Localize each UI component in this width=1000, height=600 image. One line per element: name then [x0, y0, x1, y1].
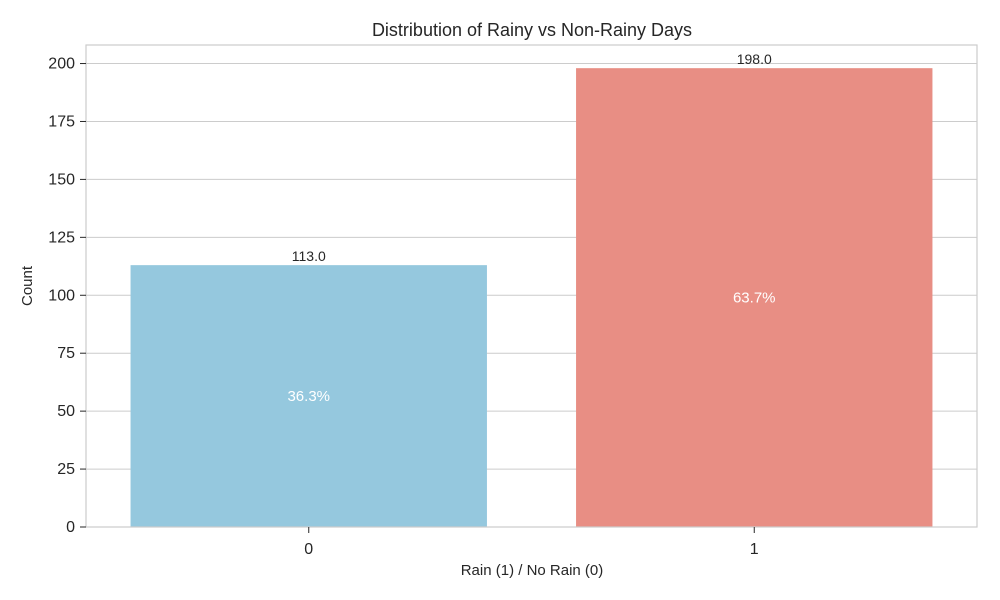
y-axis-label: Count [19, 265, 36, 306]
chart-title: Distribution of Rainy vs Non-Rainy Days [372, 20, 692, 40]
tick-layer: 0 25 50 75 100 125 150 175 200 0 1 [48, 56, 759, 558]
bar-percent-label: 63.7% [733, 290, 776, 307]
y-tick-label: 200 [48, 56, 75, 73]
x-axis-label: Rain (1) / No Rain (0) [461, 562, 604, 579]
x-tick-label: 0 [304, 541, 313, 558]
y-tick-label: 175 [48, 113, 75, 130]
bar-value-label: 113.0 [292, 248, 326, 264]
y-tick-label: 0 [66, 519, 75, 536]
x-tick-label: 1 [750, 541, 759, 558]
y-tick-label: 75 [57, 345, 75, 362]
bar-value-label: 198.0 [737, 51, 772, 67]
bar-percent-label: 36.3% [287, 388, 330, 405]
y-tick-label: 125 [48, 229, 75, 246]
y-tick-label: 150 [48, 171, 75, 188]
plot-frame [85, 44, 978, 528]
y-tick-label: 25 [57, 461, 75, 478]
bar [130, 265, 487, 527]
bar-layer [130, 68, 933, 527]
label-layer: 113.0 36.3% 198.0 63.7% [287, 51, 775, 405]
bar [576, 68, 933, 527]
y-tick-label: 100 [48, 287, 75, 304]
y-tick-label: 50 [57, 403, 75, 420]
